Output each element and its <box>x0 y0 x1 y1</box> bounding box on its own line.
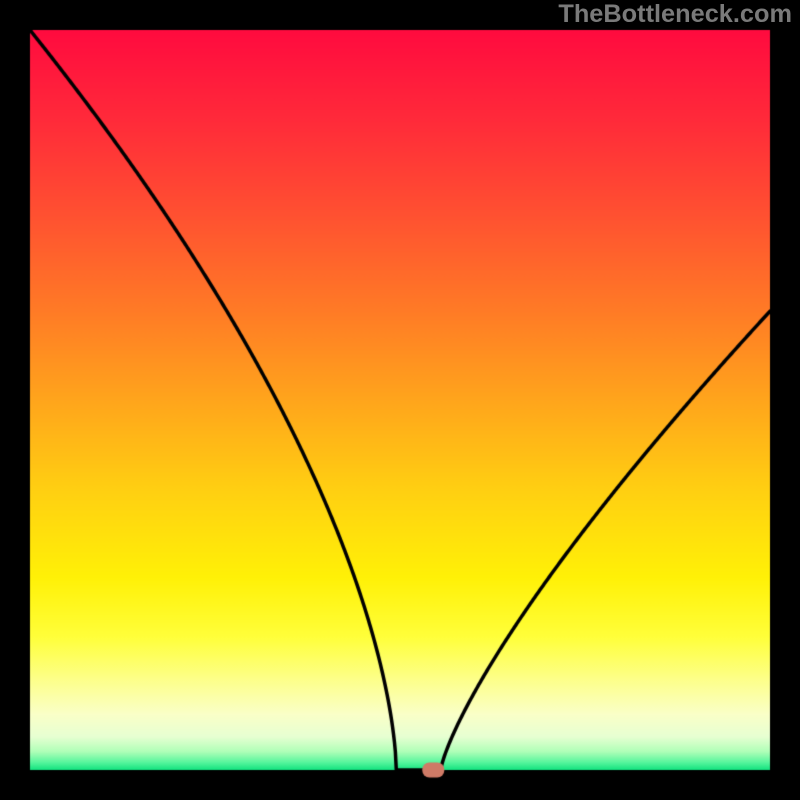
chart-wrapper: TheBottleneck.com <box>0 0 800 800</box>
watermark-text: TheBottleneck.com <box>558 0 792 29</box>
bottleneck-chart-canvas <box>0 0 800 800</box>
